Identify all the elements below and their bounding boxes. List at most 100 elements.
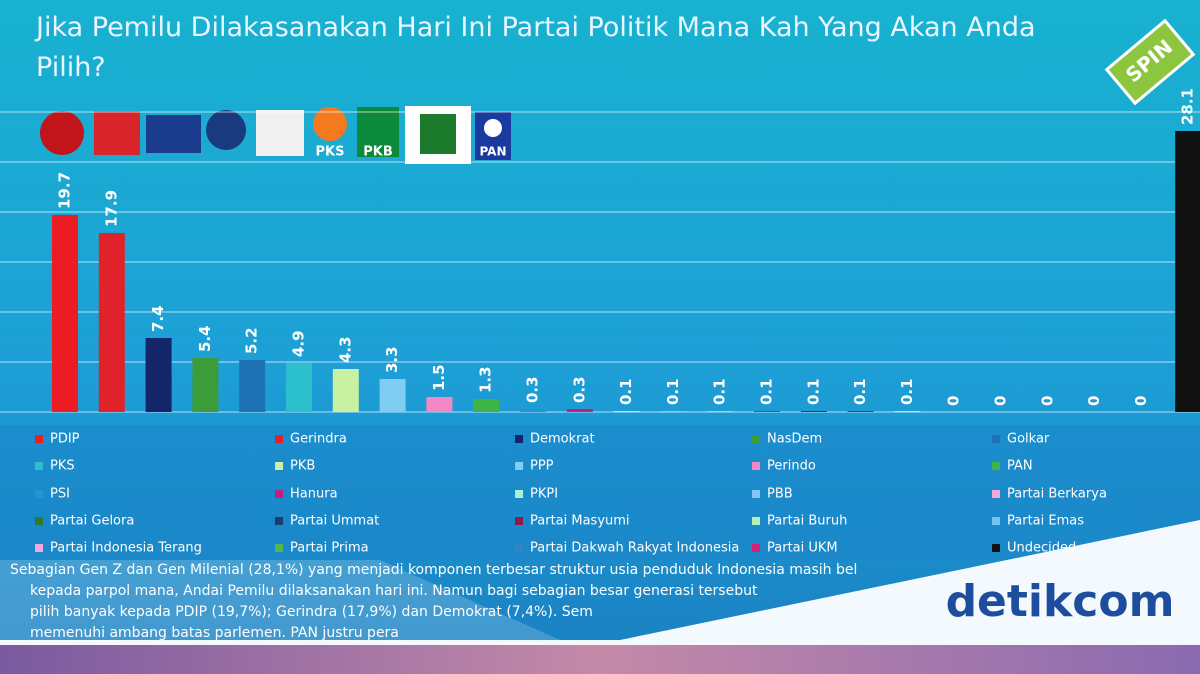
legend-swatch xyxy=(35,517,43,525)
bar xyxy=(52,215,78,412)
bar xyxy=(192,358,219,412)
value-label: 4.3 xyxy=(336,336,354,363)
value-label: 0.1 xyxy=(851,378,869,405)
legend-swatch xyxy=(752,462,760,470)
watermark: detikcom xyxy=(946,576,1175,627)
legend-label: PSI xyxy=(50,487,70,502)
value-label: 1.5 xyxy=(430,364,448,391)
value-label: 0.1 xyxy=(804,378,822,405)
bar xyxy=(754,411,780,412)
legend-label: Partai Buruh xyxy=(767,514,847,529)
legend-swatch xyxy=(35,435,43,443)
legend-label: NasDem xyxy=(767,432,822,447)
logo-label: PKS xyxy=(316,145,345,160)
overlay-band xyxy=(0,520,1200,674)
bar xyxy=(520,409,546,412)
legend-swatch xyxy=(752,490,760,498)
value-label: 0 xyxy=(1038,396,1056,406)
bar xyxy=(660,411,687,412)
legend: PDIP Gerindra Demokrat NasDem Golkar PKS PKB PP… xyxy=(35,432,1107,556)
value-label: 19.7 xyxy=(56,172,74,209)
legend-label: Partai Indonesia Terang xyxy=(50,541,202,556)
badge-box xyxy=(1104,18,1196,106)
legend-label: Partai Ummat xyxy=(290,514,379,529)
bar xyxy=(286,363,312,412)
logo xyxy=(420,114,456,154)
legend-label: Gerindra xyxy=(290,432,347,447)
legend-label: PBB xyxy=(767,487,793,502)
legend-label: Partai Prima xyxy=(290,541,369,556)
value-label: 0.3 xyxy=(524,376,542,403)
legend-label: Partai Masyumi xyxy=(530,514,630,529)
legend-label: Partai Emas xyxy=(1007,514,1084,529)
logo xyxy=(484,119,502,137)
logo xyxy=(146,115,201,153)
legend-swatch xyxy=(515,517,523,525)
value-label: 0.1 xyxy=(711,378,729,405)
value-label: 0 xyxy=(1132,396,1150,406)
legend-swatch xyxy=(275,462,283,470)
caption-line: memenuhi ambang batas parlemen. PAN just… xyxy=(30,625,399,641)
logo xyxy=(40,111,84,155)
bottom-strip xyxy=(0,645,1200,674)
value-label: 28.1 xyxy=(1179,88,1197,125)
value-label: 1.3 xyxy=(477,366,495,393)
caption-line: kepada parpol mana, Andai Pemilu dilaksa… xyxy=(30,583,758,599)
legend-label: Perindo xyxy=(767,459,816,474)
legend-swatch xyxy=(275,490,283,498)
legend-label: Partai Gelora xyxy=(50,514,134,529)
caption: Sebagian Gen Z dan Gen Milenial (28,1%) … xyxy=(10,562,857,641)
logo xyxy=(94,111,140,155)
logos: PKS PKB PAN xyxy=(40,106,511,164)
bar xyxy=(98,233,125,412)
legend-label: Partai Dakwah Rakyat Indonesia xyxy=(530,541,739,556)
value-label: 5.4 xyxy=(196,325,214,352)
legend-swatch xyxy=(515,462,523,470)
legend-label: PPP xyxy=(530,459,554,474)
legend-swatch xyxy=(275,544,283,552)
legend-swatch xyxy=(752,435,760,443)
legend-swatch xyxy=(275,435,283,443)
value-label: 0 xyxy=(945,396,963,406)
plot: 19.7 17.9 7.4 5.4 5.2 4.9 4.3 3.3 1.5 1.3 0.3 0.3 0.… xyxy=(0,88,1200,413)
legend-label: Golkar xyxy=(1007,432,1050,447)
bar xyxy=(566,409,593,412)
bar xyxy=(1175,131,1200,412)
caption-line: Sebagian Gen Z dan Gen Milenial (28,1%) … xyxy=(10,562,857,578)
legend-swatch xyxy=(35,490,43,498)
value-label: 4.9 xyxy=(290,330,308,357)
legend-label: PDIP xyxy=(50,432,80,447)
legend-swatch xyxy=(275,517,283,525)
value-label: 0.1 xyxy=(617,378,635,405)
bar xyxy=(239,360,266,412)
legend-swatch xyxy=(752,544,760,552)
value-label: 0.3 xyxy=(570,376,588,403)
legend-swatch xyxy=(992,462,1000,470)
logo-label: PAN xyxy=(479,145,506,159)
legend-swatch xyxy=(35,462,43,470)
bar xyxy=(332,369,359,412)
value-label: 17.9 xyxy=(102,190,120,227)
value-label: 0 xyxy=(992,396,1010,406)
chart-title: Jika Pemilu Dilakasanakan Hari Ini Parta… xyxy=(34,12,1036,83)
logo xyxy=(357,107,399,157)
bar xyxy=(426,397,453,412)
bar xyxy=(847,411,874,412)
logo xyxy=(206,110,246,150)
legend-swatch xyxy=(752,517,760,525)
caption-line: pilih banyak kepada PDIP (19,7%); Gerind… xyxy=(30,604,593,620)
legend-label: PAN xyxy=(1007,459,1033,474)
legend-label: PKPI xyxy=(530,487,558,502)
value-label: 7.4 xyxy=(149,305,167,332)
value-label: 3.3 xyxy=(383,346,401,373)
value-label: 0.1 xyxy=(664,378,682,405)
legend-swatch xyxy=(992,435,1000,443)
legend-label: PKS xyxy=(50,459,75,474)
legend-label: Partai Berkarya xyxy=(1007,487,1107,502)
legend-swatch xyxy=(515,490,523,498)
legend-label: Demokrat xyxy=(530,432,595,447)
overlay-shade xyxy=(0,560,560,640)
value-label: 5.2 xyxy=(243,327,261,354)
value-label: 0 xyxy=(1085,396,1103,406)
